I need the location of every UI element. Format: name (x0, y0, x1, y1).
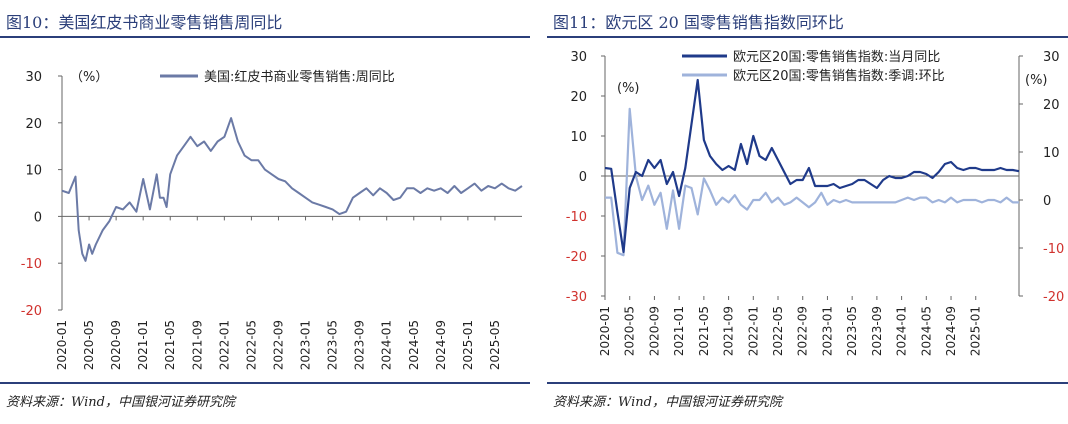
x-tick-label: 2020-01 (55, 320, 69, 370)
x-tick-label: 2021-09 (190, 320, 204, 370)
series-line-yoy (604, 78, 1020, 254)
y-tick-label: 0 (34, 210, 42, 225)
y-right-tick-label: -10 (1043, 242, 1064, 257)
figure-title: 图11：欧元区 20 国零售销售指数同环比 (553, 13, 844, 32)
source-note: 资料来源：Wind，中国银河证券研究院 (6, 395, 235, 410)
figure-title: 图10：美国红皮书商业零售销售周同比 (6, 13, 283, 32)
y-right-tick-label: 10 (1043, 146, 1060, 161)
x-tick-label: 2021-01 (672, 306, 686, 356)
y-tick-label: -20 (21, 304, 42, 319)
y-right-tick-label: 20 (1043, 98, 1060, 113)
x-tick-label: 2021-09 (722, 306, 736, 356)
title-rule (0, 36, 530, 38)
y-tick-label: 20 (25, 117, 42, 132)
legend-label: 欧元区20国:零售销售指数:季调:环比 (733, 68, 945, 84)
x-tick-label: 2023-05 (326, 320, 340, 370)
x-tick-label: 2024-01 (380, 320, 394, 370)
x-tick-label: 2020-05 (82, 320, 96, 370)
x-tick-label: 2024-01 (895, 306, 909, 356)
x-tick-label: 2023-05 (845, 306, 859, 356)
x-tick-label: 2022-05 (244, 320, 258, 370)
y-right-tick-label: -20 (1043, 290, 1064, 305)
x-tick-label: 2022-05 (771, 306, 785, 356)
right-chart: -30 -20 -10 0 10 20 30 -20 -10 0 10 20 30 2020-01 2020… (566, 49, 1064, 356)
y-right-tick-label: 30 (1043, 50, 1060, 65)
unit-label: （%） (70, 70, 108, 85)
y-left-tick-label: 30 (570, 50, 587, 65)
x-tick-label: 2022-01 (746, 306, 760, 356)
y-left-tick-label: -30 (566, 290, 587, 305)
y-right-tick-label: 0 (1043, 194, 1051, 209)
x-tick-label: 2025-01 (461, 320, 475, 370)
y-left-tick-label: 0 (579, 170, 587, 185)
y-left-tick-label: -10 (566, 210, 587, 225)
y-tick-label: 10 (25, 164, 42, 179)
unit-label-right: (%) (1025, 73, 1048, 88)
x-tick-label: 2023-01 (820, 306, 834, 356)
title-rule (547, 36, 1068, 38)
x-tick-label: 2022-09 (796, 306, 810, 356)
x-tick-label: 2020-01 (598, 306, 612, 356)
x-tick-label: 2023-09 (870, 306, 884, 356)
right-panel: 图11：欧元区 20 国零售销售指数同环比 -30 -20 -10 0 10 20 30 -2… (547, 0, 1068, 424)
left-chart: -20 -10 0 10 20 30 2020-01 2020-05 2020-09 2021-0… (21, 69, 523, 370)
unit-label-left: (%) (617, 81, 640, 96)
legend-label: 欧元区20国:零售销售指数:当月同比 (733, 49, 940, 65)
series-line (61, 117, 523, 262)
x-tick-label: 2022-09 (271, 320, 285, 370)
x-tick-label: 2024-05 (919, 306, 933, 356)
x-tick-label: 2025-05 (488, 320, 502, 370)
x-tick-label: 2021-05 (697, 306, 711, 356)
x-tick-label: 2020-05 (623, 306, 637, 356)
y-left-tick-label: -20 (566, 250, 587, 265)
y-tick-label: 30 (25, 70, 42, 85)
y-tick-label: -10 (21, 257, 42, 272)
source-note: 资料来源：Wind，中国银河证券研究院 (553, 395, 782, 410)
x-tick-label: 2022-01 (217, 320, 231, 370)
series-line-mom (605, 107, 1019, 257)
x-tick-label: 2020-09 (647, 306, 661, 356)
x-tick-label: 2025-01 (969, 306, 983, 356)
left-panel: 图10：美国红皮书商业零售销售周同比 -20 -10 0 10 20 30 2020-01 2… (0, 0, 530, 424)
x-tick-label: 2024-09 (944, 306, 958, 356)
x-tick-label: 2024-09 (434, 320, 448, 370)
x-tick-label: 2020-09 (109, 320, 123, 370)
y-left-tick-label: 20 (570, 90, 587, 105)
x-tick-label: 2021-05 (163, 320, 177, 370)
source-rule (547, 382, 1068, 384)
x-tick-label: 2021-01 (136, 320, 150, 370)
source-rule (0, 382, 530, 384)
y-left-tick-label: 10 (570, 130, 587, 145)
legend-label: 美国:红皮书商业零售销售:周同比 (204, 69, 395, 85)
x-tick-label: 2023-01 (299, 320, 313, 370)
x-tick-label: 2023-09 (353, 320, 367, 370)
x-tick-label: 2024-05 (407, 320, 421, 370)
